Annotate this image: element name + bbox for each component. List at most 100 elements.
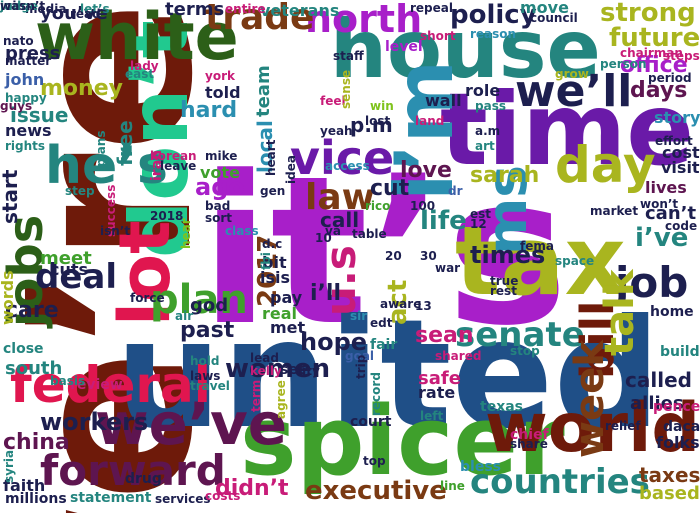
word-entire: entire — [225, 2, 266, 16]
word-staff: staff — [333, 49, 364, 63]
word-12: 12 — [470, 217, 487, 231]
word-true: true — [490, 274, 519, 288]
word-millions: millions — [5, 491, 67, 507]
word-told: told — [205, 83, 241, 102]
word-terms: terms — [165, 0, 225, 20]
word-bad: bad — [205, 199, 231, 213]
word-fema: fema — [520, 239, 554, 253]
word-plan: plan — [150, 277, 248, 323]
word-trip: trip — [354, 354, 368, 379]
word-20: 20 — [385, 249, 402, 263]
word-texas: texas — [480, 399, 523, 415]
word-p-m: p.m — [350, 113, 393, 137]
word-yeah: yeah — [320, 124, 353, 138]
word-costs: costs — [205, 489, 241, 503]
word-call: call — [320, 208, 360, 232]
word-house: house — [330, 3, 601, 96]
word-travel: travel — [190, 379, 230, 393]
word-days: days — [630, 78, 688, 103]
word-join: join — [0, 0, 26, 13]
word-korean: korean — [150, 149, 197, 163]
word-federal: federal — [10, 356, 211, 414]
word-words: words — [0, 270, 17, 325]
word-based: based — [639, 483, 700, 504]
word-lives: lives — [645, 178, 687, 197]
word-matter: matter — [5, 54, 52, 68]
word-lead: lead — [250, 351, 279, 365]
word-it-s: it’s — [200, 133, 569, 371]
word-veterans: veterans — [260, 1, 340, 20]
word-art: art — [475, 139, 495, 153]
word-gen: gen — [260, 184, 286, 198]
word-est: est — [470, 207, 492, 221]
word-bless: bless — [460, 459, 501, 475]
word-isn-t: isn’t — [100, 224, 131, 238]
word-safe: safe — [418, 368, 461, 389]
word-allies: allies — [630, 393, 684, 414]
word-meet: meet — [40, 248, 92, 269]
word-story: story — [654, 108, 700, 127]
word-press: press — [5, 43, 61, 64]
word-sort: sort — [205, 211, 233, 225]
word-laws: laws — [190, 369, 221, 383]
word-you-ve: you’ve — [40, 3, 108, 24]
word-north: north — [305, 0, 423, 41]
word-dr: dr — [448, 184, 463, 198]
word-guys: guys — [0, 99, 33, 113]
word-heart: heart — [264, 139, 278, 176]
word-care: care — [5, 298, 59, 323]
word-grow: grow — [555, 67, 589, 81]
word-close: close — [3, 341, 44, 357]
word-shared: shared — [435, 349, 482, 363]
word-sarah: sarah — [470, 163, 540, 188]
word-line: line — [440, 479, 465, 493]
word-pay: pay — [270, 288, 303, 307]
word-30: 30 — [420, 249, 437, 263]
word-didn-t: didn’t — [215, 476, 289, 501]
word-table: table — [352, 227, 387, 241]
word-ago: ago — [195, 173, 245, 201]
word-air: air — [175, 309, 194, 323]
word-mike: mike — [205, 149, 238, 163]
word-i-ve: i’ve — [635, 223, 689, 253]
word-read: read — [70, 7, 101, 21]
word-taxes: taxes — [639, 463, 700, 487]
word-move: move — [520, 0, 569, 17]
word-time: time — [440, 71, 695, 188]
word-fair: fair — [370, 337, 398, 353]
word-top: top — [363, 454, 386, 468]
word-issue: issue — [10, 103, 69, 127]
word-wasn-t: wasn’t — [0, 0, 46, 13]
word-tax: tax — [455, 207, 626, 317]
word-left: left — [420, 409, 444, 423]
word-forward: forward — [40, 446, 226, 495]
word-rest: rest — [490, 284, 517, 298]
word-goal: goal — [345, 349, 375, 363]
word-faith: faith — [3, 476, 46, 495]
word-class: class — [225, 224, 259, 238]
word-10: 10 — [315, 231, 332, 245]
word-va: va — [325, 224, 341, 238]
word-he-s: he’s — [45, 136, 168, 196]
word-plans: plans — [94, 130, 108, 168]
word-called: called — [625, 368, 692, 392]
word-edt: edt — [370, 316, 393, 330]
word-i-ll: i’ll — [310, 281, 341, 306]
word-chief: chief — [510, 427, 549, 443]
word-short: short — [420, 29, 456, 43]
word-start: start — [0, 169, 22, 224]
word-step: step — [65, 184, 95, 198]
word-basis: basis — [50, 374, 86, 388]
word-can-t: can’t — [645, 203, 697, 224]
word-free: free — [113, 120, 137, 166]
word-agree: agree — [274, 380, 288, 419]
word-strong: strong — [600, 0, 696, 28]
word-east: east — [125, 67, 155, 81]
word-level: level — [385, 39, 423, 55]
word-hard: hard — [180, 98, 238, 123]
word-let-s: let’s — [80, 2, 110, 16]
word-force: force — [130, 291, 165, 305]
word-city: city — [295, 364, 320, 378]
word-team: team — [253, 65, 274, 117]
